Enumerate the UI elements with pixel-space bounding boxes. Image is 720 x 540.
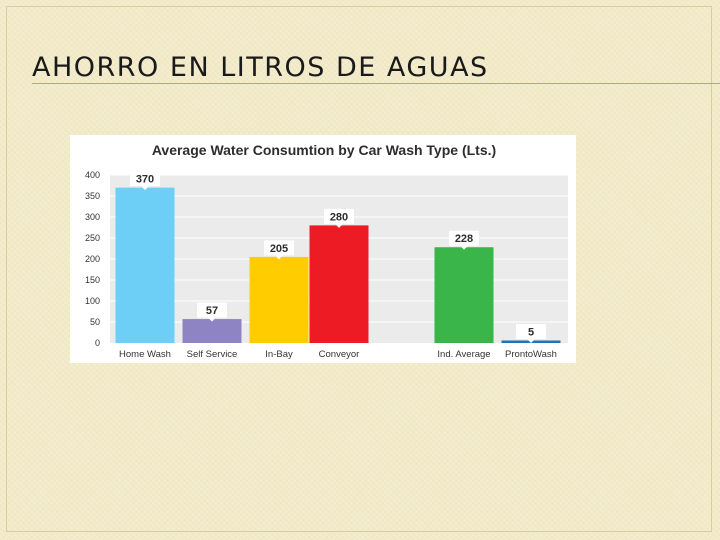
y-tick-label: 400	[85, 170, 100, 180]
y-tick-label: 350	[85, 191, 100, 201]
x-tick-label: Ind. Average	[437, 349, 490, 360]
x-axis-labels: Home Wash Self Service In-Bay Conveyor Ind. …	[119, 349, 557, 360]
data-label-pointer	[141, 186, 149, 191]
slide-frame	[6, 6, 712, 532]
bar	[309, 225, 369, 343]
y-tick-label: 100	[85, 296, 100, 306]
bar	[182, 319, 242, 343]
bar	[115, 187, 175, 343]
data-label: 57	[206, 305, 218, 317]
y-tick-label: 50	[90, 317, 100, 327]
y-tick-label: 250	[85, 233, 100, 243]
bars: 370 57 205 280 228 5	[115, 171, 561, 343]
data-label-box	[264, 240, 294, 256]
bar-chart: Average Water Consumtion by Car Wash Typ…	[85, 142, 568, 360]
data-label-pointer	[460, 245, 468, 250]
data-label-box	[449, 230, 479, 246]
x-tick-label: ProntoWash	[505, 349, 557, 360]
data-label: 5	[528, 327, 534, 339]
slide-title: AHORRO EN LITROS DE AGUAS	[32, 52, 489, 83]
data-label: 228	[455, 233, 473, 245]
y-tick-label: 150	[85, 275, 100, 285]
data-label-box	[197, 302, 227, 318]
x-tick-label: Home Wash	[119, 349, 171, 360]
y-axis-ticks: 0 50 100 150 200 250 300 350 400	[85, 170, 100, 348]
chart-panel: Average Water Consumtion by Car Wash Typ…	[70, 135, 576, 363]
x-tick-label: In-Bay	[265, 349, 293, 360]
data-label-box	[324, 208, 354, 224]
y-tick-label: 0	[95, 338, 100, 348]
data-label-box	[516, 324, 546, 339]
x-tick-label: Self Service	[187, 349, 238, 360]
data-label-pointer	[527, 339, 535, 343]
data-label: 205	[270, 243, 288, 255]
data-label: 370	[136, 174, 154, 186]
y-tick-label: 300	[85, 212, 100, 222]
data-label-pointer	[208, 317, 216, 322]
chart-title: Average Water Consumtion by Car Wash Typ…	[152, 142, 496, 158]
title-rule	[32, 83, 720, 84]
data-label-pointer	[275, 255, 283, 260]
data-label: 280	[330, 211, 348, 223]
data-label-box	[130, 171, 160, 187]
data-label-pointer	[335, 223, 343, 228]
bar	[249, 256, 309, 343]
x-tick-label: Conveyor	[319, 349, 360, 360]
bar	[434, 247, 494, 343]
y-tick-label: 200	[85, 254, 100, 264]
